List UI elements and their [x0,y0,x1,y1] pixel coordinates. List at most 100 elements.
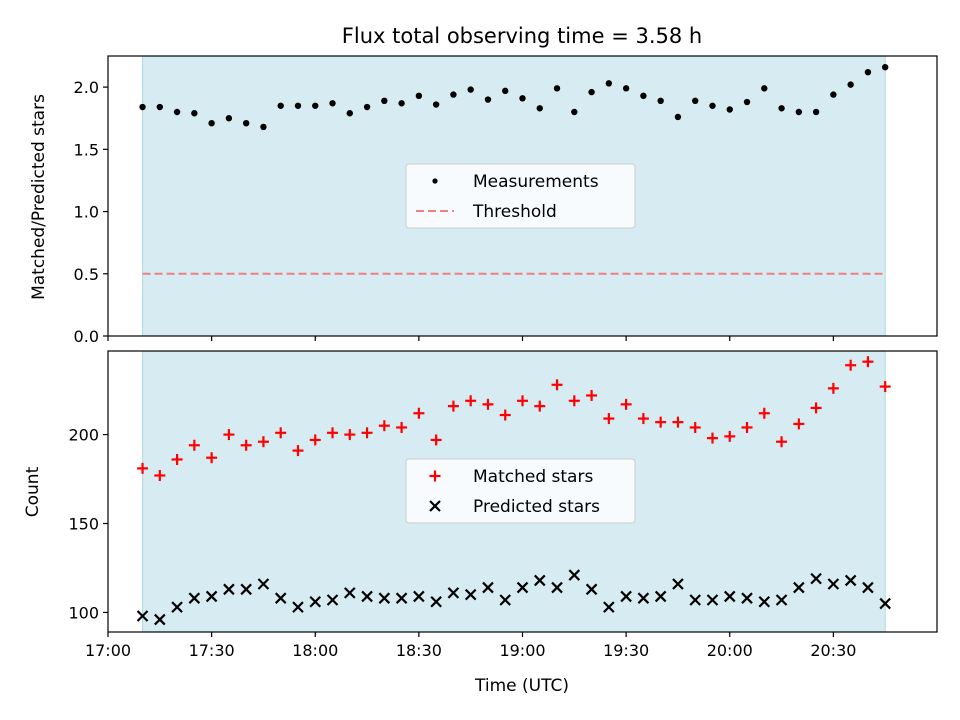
predicted-star-point [758,595,771,608]
matched-star-point [361,427,373,439]
y-tick-label: 200 [68,426,99,445]
measurement-point [761,85,768,92]
matched-star-point [154,469,166,481]
matched-star-point [482,398,494,410]
predicted-star-point [499,594,512,606]
measurement-point [260,123,267,131]
measurement-point [726,106,733,113]
measurement-point [277,102,284,109]
matched-star-point [499,409,511,421]
matched-star-point [568,395,580,407]
predicted-star-point [775,594,788,606]
measurement-point [795,108,803,116]
predicted-star-point [292,601,304,613]
measurement-point [778,105,785,112]
predicted-star-point [551,581,563,594]
measurement-point [588,88,595,96]
matched-star-point [793,418,805,430]
measurement-point [312,102,319,109]
x-tick-label: 20:00 [707,641,753,660]
measurement-point [346,110,353,117]
measurement-point [571,108,578,116]
matched-star-point [171,453,183,465]
measurement-point [622,85,630,92]
matched-star-point [275,427,287,439]
predicted-star-point [447,587,460,599]
predicted-star-point [205,590,218,603]
matched-star-point [827,382,839,394]
measurement-point [657,97,664,105]
matched-star-point [672,416,684,428]
legend-label: Threshold [472,202,557,222]
matched-star-point [706,432,718,444]
predicted-star-point [482,581,494,594]
predicted-star-point [154,613,166,626]
measurement-point [225,115,233,122]
x-tick-label: 19:00 [499,641,545,660]
predicted-star-point [862,581,874,594]
legend-box [405,163,636,229]
matched-star-point [378,420,390,432]
top-y-axis-label: Matched/Predicted stars [29,94,49,300]
predicted-star-point [344,587,356,599]
predicted-star-point [637,592,650,604]
predicted-star-point [309,595,322,608]
predicted-star-point [188,592,201,604]
matched-star-point [223,429,235,441]
predicted-star-point [136,610,149,622]
predicted-star-point [568,569,581,581]
matched-star-point [396,421,408,433]
predicted-star-point [326,594,339,606]
predicted-star-point [240,583,252,596]
predicted-star-point [810,572,822,585]
x-tick-label: 17:00 [85,641,131,660]
matched-star-point [257,436,269,448]
predicted-star-point [672,578,684,590]
matched-star-point [551,379,563,391]
measurement-point [398,100,405,107]
measurement-point [173,108,181,116]
x-axis-label: Time (UTC) [474,676,569,696]
measurement-point [674,113,682,121]
matched-star-point [689,421,701,433]
predicted-star-point [827,578,840,590]
measurement-point [743,98,751,106]
measurement-point [553,85,561,92]
y-tick-label: 1.0 [74,203,99,222]
matched-star-point [447,400,459,412]
predicted-star-point [378,592,391,604]
matched-star-point [327,427,339,439]
measurement-point [450,91,457,98]
matched-star-point [741,421,753,433]
legend-dot-marker [432,178,438,184]
chart-title: Flux total observing time = 3.58 h [342,24,702,48]
matched-star-point [862,356,874,368]
predicted-star-point [723,590,736,603]
legend-label: Predicted stars [473,497,600,517]
matched-star-point [620,398,632,410]
matched-star-point [879,381,891,393]
measurement-point [519,95,526,102]
predicted-star-point [689,594,701,606]
measurement-point [381,97,388,105]
measurement-point [502,87,509,95]
measurement-point [709,102,716,109]
predicted-star-point [533,574,546,587]
top-panel: 0.0 0.5 1.0 1.5 2.0 Measurements Threshold [74,55,938,346]
measurement-point [294,102,302,109]
matched-star-point [845,359,857,371]
y-tick-label: 100 [68,603,99,622]
measurement-point [208,120,215,127]
legend-label: Measurements [473,172,599,192]
measurement-point [242,120,250,127]
measurement-point [812,108,820,116]
predicted-star-point [793,581,805,594]
matched-star-point [137,462,149,474]
matched-star-point [724,430,736,442]
predicted-star-point [274,592,287,604]
measurement-point [191,110,198,117]
matched-star-point [344,429,356,441]
x-tick-label: 18:30 [396,641,442,660]
predicted-star-point [430,595,442,608]
